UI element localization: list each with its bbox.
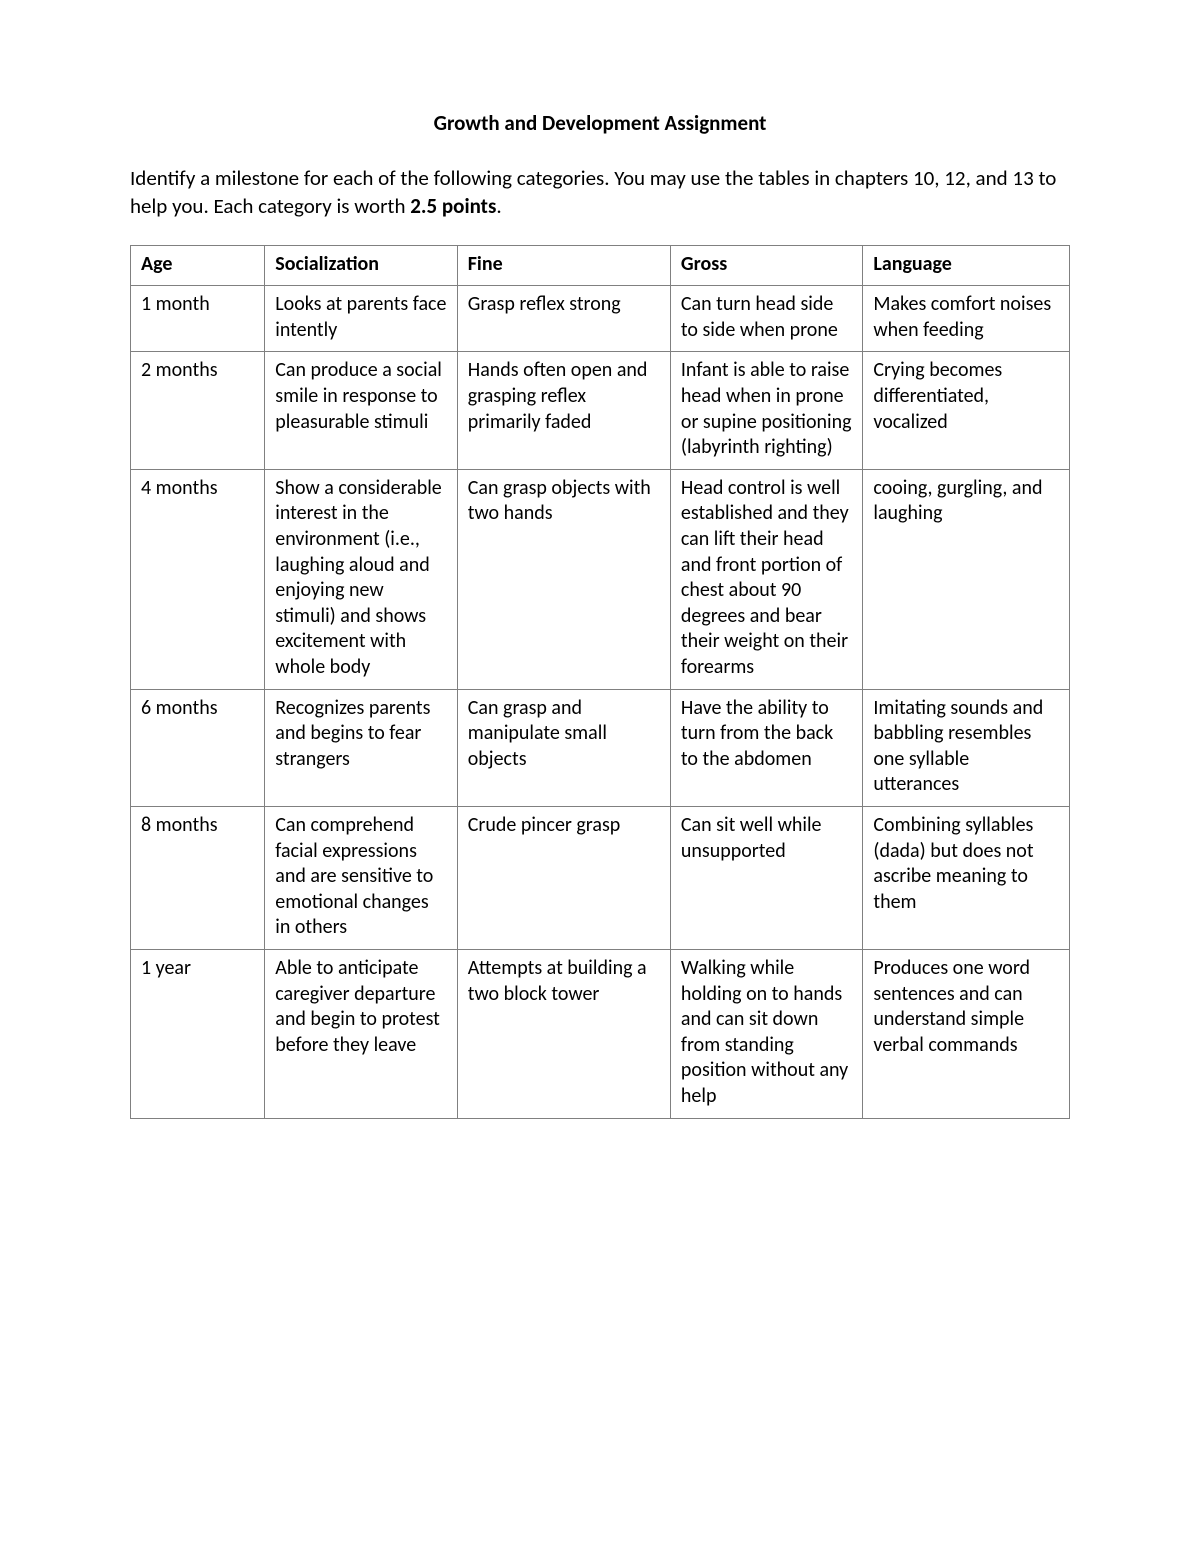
page-title: Growth and Development Assignment xyxy=(130,110,1070,136)
table-row: 8 months Can comprehend facial expressio… xyxy=(131,806,1070,949)
cell-socialization: Recognizes parents and begins to fear st… xyxy=(265,689,457,806)
milestones-table: Age Socialization Fine Gross Language 1 … xyxy=(130,245,1070,1119)
cell-fine: Crude pincer grasp xyxy=(457,806,670,949)
table-row: 6 months Recognizes parents and begins t… xyxy=(131,689,1070,806)
table-row: 2 months Can produce a social smile in r… xyxy=(131,352,1070,469)
cell-age: 1 year xyxy=(131,949,265,1118)
cell-age: 1 month xyxy=(131,286,265,352)
instructions-points-bold: 2.5 points xyxy=(410,193,496,219)
cell-language: Produces one word sentences and can unde… xyxy=(863,949,1070,1118)
cell-socialization: Able to anticipate caregiver departure a… xyxy=(265,949,457,1118)
col-header-language: Language xyxy=(863,245,1070,286)
cell-age: 6 months xyxy=(131,689,265,806)
cell-fine: Hands often open and grasping reflex pri… xyxy=(457,352,670,469)
cell-fine: Can grasp and manipulate small objects xyxy=(457,689,670,806)
instructions-text-pre: Identify a milestone for each of the fol… xyxy=(130,165,1056,219)
cell-fine: Can grasp objects with two hands xyxy=(457,469,670,689)
col-header-socialization: Socialization xyxy=(265,245,457,286)
cell-age: 8 months xyxy=(131,806,265,949)
cell-socialization: Looks at parents face intently xyxy=(265,286,457,352)
table-row: 1 month Looks at parents face intently G… xyxy=(131,286,1070,352)
page: Growth and Development Assignment Identi… xyxy=(0,0,1200,1553)
cell-gross: Have the ability to turn from the back t… xyxy=(670,689,862,806)
cell-language: Makes comfort noises when feeding xyxy=(863,286,1070,352)
table-row: 4 months Show a considerable interest in… xyxy=(131,469,1070,689)
cell-age: 4 months xyxy=(131,469,265,689)
cell-gross: Head control is well established and the… xyxy=(670,469,862,689)
col-header-age: Age xyxy=(131,245,265,286)
cell-socialization: Show a considerable interest in the envi… xyxy=(265,469,457,689)
instructions-text-post: . xyxy=(496,193,501,219)
col-header-fine: Fine xyxy=(457,245,670,286)
cell-gross: Walking while holding on to hands and ca… xyxy=(670,949,862,1118)
cell-age: 2 months xyxy=(131,352,265,469)
cell-socialization: Can produce a social smile in response t… xyxy=(265,352,457,469)
col-header-gross: Gross xyxy=(670,245,862,286)
instructions-paragraph: Identify a milestone for each of the fol… xyxy=(130,164,1070,221)
cell-language: Combining syllables (dada) but does not … xyxy=(863,806,1070,949)
cell-language: Imitating sounds and babbling resembles … xyxy=(863,689,1070,806)
cell-fine: Grasp reflex strong xyxy=(457,286,670,352)
cell-socialization: Can comprehend facial expressions and ar… xyxy=(265,806,457,949)
table-row: 1 year Able to anticipate caregiver depa… xyxy=(131,949,1070,1118)
cell-gross: Infant is able to raise head when in pro… xyxy=(670,352,862,469)
cell-gross: Can turn head side to side when prone xyxy=(670,286,862,352)
cell-gross: Can sit well while unsupported xyxy=(670,806,862,949)
cell-language: cooing, gurgling, and laughing xyxy=(863,469,1070,689)
cell-language: Crying becomes differentiated, vocalized xyxy=(863,352,1070,469)
table-header-row: Age Socialization Fine Gross Language xyxy=(131,245,1070,286)
cell-fine: Attempts at building a two block tower xyxy=(457,949,670,1118)
